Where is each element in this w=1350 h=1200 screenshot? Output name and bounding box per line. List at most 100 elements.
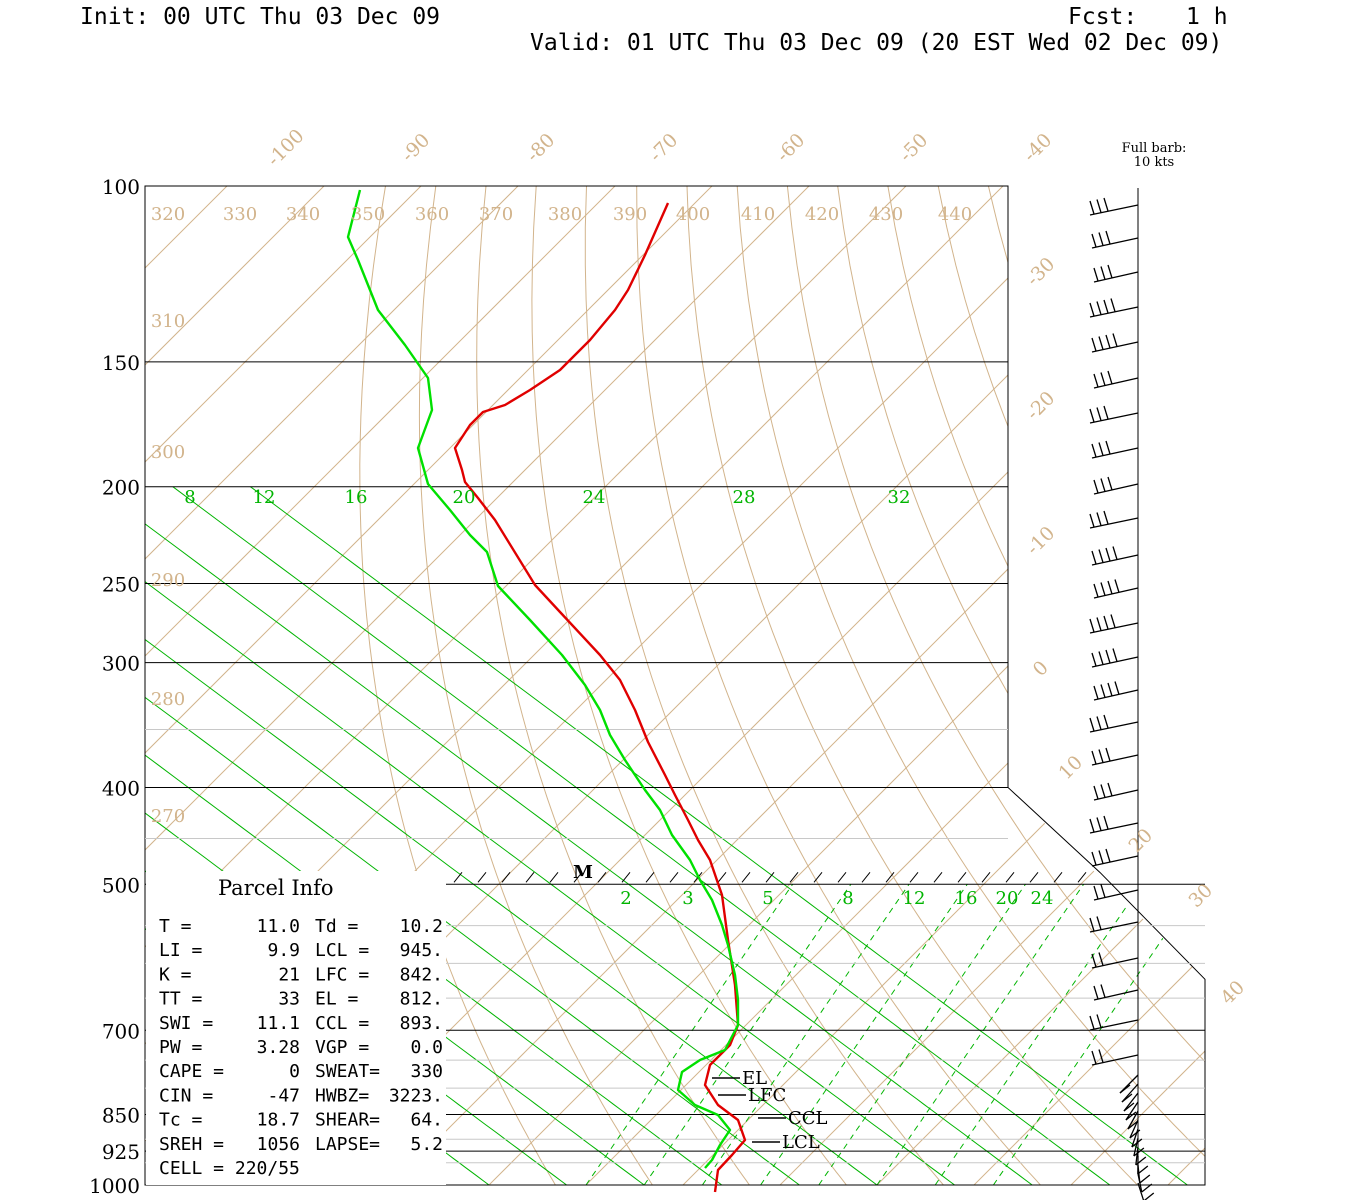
wind-barb-feather (1089, 513, 1095, 528)
wind-barb-feather (1091, 1050, 1097, 1065)
parcel-info-key: HWBZ= (315, 1085, 369, 1106)
freezing-hatch (669, 871, 679, 883)
wind-barb (1089, 822, 1139, 834)
wind-barb-feather (1139, 1174, 1151, 1184)
theta-label: 320 (151, 204, 185, 225)
theta-label: 440 (938, 204, 972, 225)
isotherm-line (876, 186, 1205, 1185)
mixing-ratio-label: 5 (762, 888, 773, 909)
isotherm-line (145, 186, 422, 1185)
freezing-hatch (573, 871, 583, 883)
isotherm-line (145, 186, 519, 1185)
isotherm-label: 20 (1124, 824, 1157, 857)
parcel-info-value: 10.2 (400, 916, 443, 937)
freezing-hatch (981, 871, 991, 883)
pressure-label: 300 (102, 652, 140, 676)
theta-label: 380 (548, 204, 582, 225)
parcel-info-value: 9.9 (267, 940, 300, 961)
wind-barb-feather (1096, 617, 1102, 631)
wind-barb-feather (1107, 782, 1113, 797)
wind-barb (1093, 483, 1139, 495)
wind-barb-feather (1096, 916, 1102, 930)
dry-adiabat-line (837, 186, 1205, 1185)
theta-label: 370 (479, 204, 513, 225)
isotherm-line (1265, 186, 1350, 1185)
freezing-hatch (501, 871, 511, 883)
isotherm-label: -20 (1022, 387, 1059, 424)
pressure-label: 925 (102, 1140, 140, 1164)
isotherm-label: -40 (1019, 129, 1056, 166)
theta-label: 330 (223, 204, 257, 225)
freezing-hatch (597, 871, 607, 883)
parcel-info-row: CELL = 220/55 (159, 1158, 300, 1179)
parcel-level-label: CCL (788, 1108, 828, 1129)
mixing-ratio-line (760, 884, 968, 1185)
freezing-hatch (933, 871, 943, 883)
wind-barb-feather (1096, 512, 1102, 526)
freezing-hatch (717, 871, 727, 883)
parcel-info-value: 11.1 (257, 1013, 300, 1034)
pressure-label: 150 (102, 351, 140, 375)
parcel-info-key: T = (159, 916, 192, 937)
mixing-ratio-label: 2 (620, 888, 631, 909)
wind-barb-feather (1096, 301, 1102, 315)
parcel-info-value: 21 (278, 964, 300, 985)
parcel-info-key: SWEAT= (315, 1061, 380, 1082)
theta-label: 310 (151, 311, 185, 332)
wind-barb-feather (1107, 682, 1113, 697)
theta-label: 420 (805, 204, 839, 225)
wind-barb (1131, 1128, 1139, 1148)
parcel-info-value: 842. (400, 964, 443, 985)
wind-barb-feather (1105, 649, 1111, 664)
wind-barb-feather (1100, 372, 1106, 386)
dry-adiabat-line (1340, 186, 1350, 1185)
theta-label: 300 (151, 442, 185, 463)
wind-barb-feather (1110, 298, 1116, 312)
isotherm-label: -90 (397, 129, 434, 166)
theta-label: 390 (613, 204, 647, 225)
freezing-hatch (1029, 871, 1039, 883)
wind-barb-feather (1125, 1111, 1137, 1121)
mixing-ratio-line (701, 884, 910, 1185)
mixing-ratio-label: 8 (184, 487, 195, 508)
isotherm-line (145, 186, 713, 1185)
parcel-info-key: LAPSE= (315, 1134, 380, 1155)
mixing-ratio-line (585, 884, 794, 1185)
mixing-ratio-line (934, 884, 1143, 1185)
wind-barb-feather (1100, 684, 1106, 698)
wind-barb-feather (1141, 1183, 1153, 1193)
wind-barb-feather (1091, 652, 1097, 667)
wind-barb-feather (1098, 549, 1104, 563)
freezing-hatch (765, 871, 775, 883)
pressure-label: 100 (102, 175, 140, 199)
theta-label: 340 (286, 204, 320, 225)
wind-barb (1089, 306, 1139, 318)
wind-barb (1089, 622, 1139, 634)
isotherm-line (145, 186, 325, 1185)
parcel-level-label: LCL (782, 1132, 820, 1153)
parcel-info-key: Tc = (159, 1110, 203, 1131)
freezing-hatch (789, 871, 799, 883)
wind-barb (1123, 1092, 1139, 1112)
theta-label: 270 (151, 806, 185, 827)
mixing-ratio-label: 20 (996, 888, 1019, 909)
wind-barb (1125, 1101, 1139, 1121)
dry-adiabat-line (987, 186, 1205, 1185)
temperature-trace (453, 202, 747, 1193)
wind-barb (1089, 412, 1139, 424)
wind-barb (1091, 447, 1139, 459)
wind-barb-feather (1091, 550, 1097, 565)
parcel-info-box (146, 871, 446, 1185)
forecast-hour-label: Fcst: (1068, 4, 1138, 30)
wind-barb (1133, 1137, 1139, 1157)
wind-barb-feather (1129, 1129, 1141, 1139)
pressure-label: 700 (102, 1019, 140, 1043)
mixing-ratio-label: 8 (842, 888, 853, 909)
mixing-ratio-label: 16 (955, 888, 978, 909)
wind-barb-feather (1103, 510, 1109, 525)
wind-barb-feather (1093, 267, 1099, 282)
parcel-info-key: K = (159, 964, 192, 985)
isotherm-line (1167, 186, 1205, 1185)
parcel-info-key: SHEAR= (315, 1110, 380, 1131)
isotherm-label: -80 (522, 129, 559, 166)
